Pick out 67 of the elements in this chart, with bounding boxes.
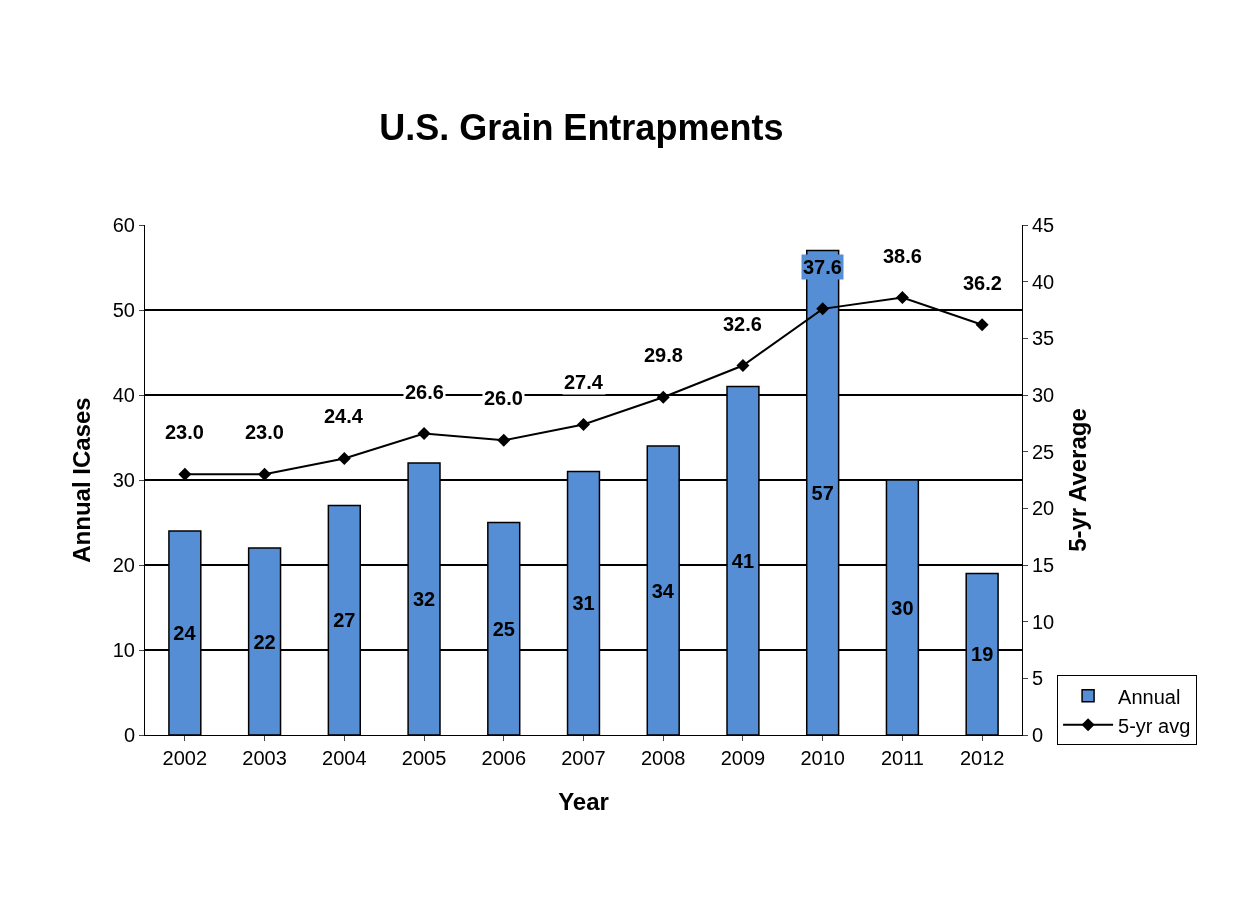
x-tick-label: 2006 — [481, 747, 527, 769]
point — [417, 427, 431, 441]
point — [337, 451, 351, 465]
data-label: 34 — [651, 579, 675, 602]
y-axis-title: Annual ICases — [67, 397, 95, 563]
data-label: 41 — [731, 549, 755, 572]
x-tick-label: 2008 — [640, 747, 686, 769]
data-label: 30 — [891, 596, 914, 619]
x-tick-label: 2010 — [800, 747, 845, 769]
data-label: 32.6 — [723, 313, 762, 335]
y2-tick-label: 20 — [1032, 497, 1055, 520]
y2-tick-label: 45 — [1032, 214, 1055, 236]
data-label: 27 — [333, 609, 356, 632]
point — [975, 318, 989, 332]
y2-tick-label: 25 — [1032, 440, 1055, 463]
y2-tick-label: 10 — [1032, 610, 1055, 633]
x-tick-label: 2004 — [322, 747, 367, 769]
x-tick-label: 2009 — [720, 747, 766, 769]
data-label: 36.2 — [963, 272, 1002, 294]
y2-axis-title: 5-yr Average — [1063, 408, 1091, 552]
y-tick-label: 20 — [112, 554, 135, 576]
data-label: 26.6 — [405, 381, 444, 403]
data-label: 27.4 — [564, 371, 604, 393]
y-tick-label: 40 — [112, 384, 135, 406]
point — [497, 433, 511, 447]
legend-label: Annual — [1118, 685, 1181, 708]
x-tick-label: 2012 — [959, 747, 1005, 769]
data-label: 32 — [412, 588, 436, 610]
point — [656, 390, 670, 404]
y2-tick-label: 35 — [1032, 327, 1055, 350]
y2-tick-label: 5 — [1032, 667, 1044, 690]
x-tick-label: 2003 — [242, 747, 287, 769]
y-tick-label: 30 — [112, 469, 135, 491]
y-tick-label: 50 — [112, 299, 135, 321]
data-label: 23.0 — [165, 421, 204, 443]
point — [736, 359, 750, 373]
x-tick-label: 2005 — [401, 747, 447, 769]
data-label: 24 — [173, 622, 197, 644]
y2-tick-label: 30 — [1032, 384, 1055, 406]
data-label: 57 — [811, 481, 834, 504]
y2-tick-label: 0 — [1032, 724, 1044, 746]
y-tick-label: 10 — [112, 639, 135, 661]
x-axis-title: Year — [558, 788, 609, 816]
y-tick-label: 0 — [123, 724, 135, 746]
point — [816, 302, 830, 316]
data-label: 23.0 — [245, 421, 284, 443]
legend-label: 5-yr avg — [1118, 714, 1191, 737]
point — [895, 291, 909, 305]
chart-title: U.S. Grain Entrapments — [379, 106, 784, 148]
x-tick-label: 2007 — [561, 747, 606, 769]
point — [577, 417, 590, 431]
data-label: 25 — [492, 617, 515, 640]
y-tick-label: 60 — [112, 214, 135, 236]
data-label: 29.8 — [644, 344, 683, 366]
y2-tick-label: 15 — [1032, 554, 1055, 576]
y2-tick-label: 40 — [1032, 270, 1055, 293]
x-tick-label: 2011 — [880, 747, 924, 769]
data-label: 38.6 — [883, 245, 922, 267]
data-label: 19 — [971, 643, 994, 666]
point — [178, 467, 192, 481]
data-label: 37.6 — [803, 256, 842, 278]
data-label: 31 — [572, 592, 595, 615]
data-label: 22 — [253, 630, 276, 653]
data-label: 26.0 — [484, 387, 523, 409]
data-label: 24.4 — [324, 405, 364, 427]
x-tick-label: 2002 — [162, 747, 208, 769]
point — [258, 467, 272, 481]
